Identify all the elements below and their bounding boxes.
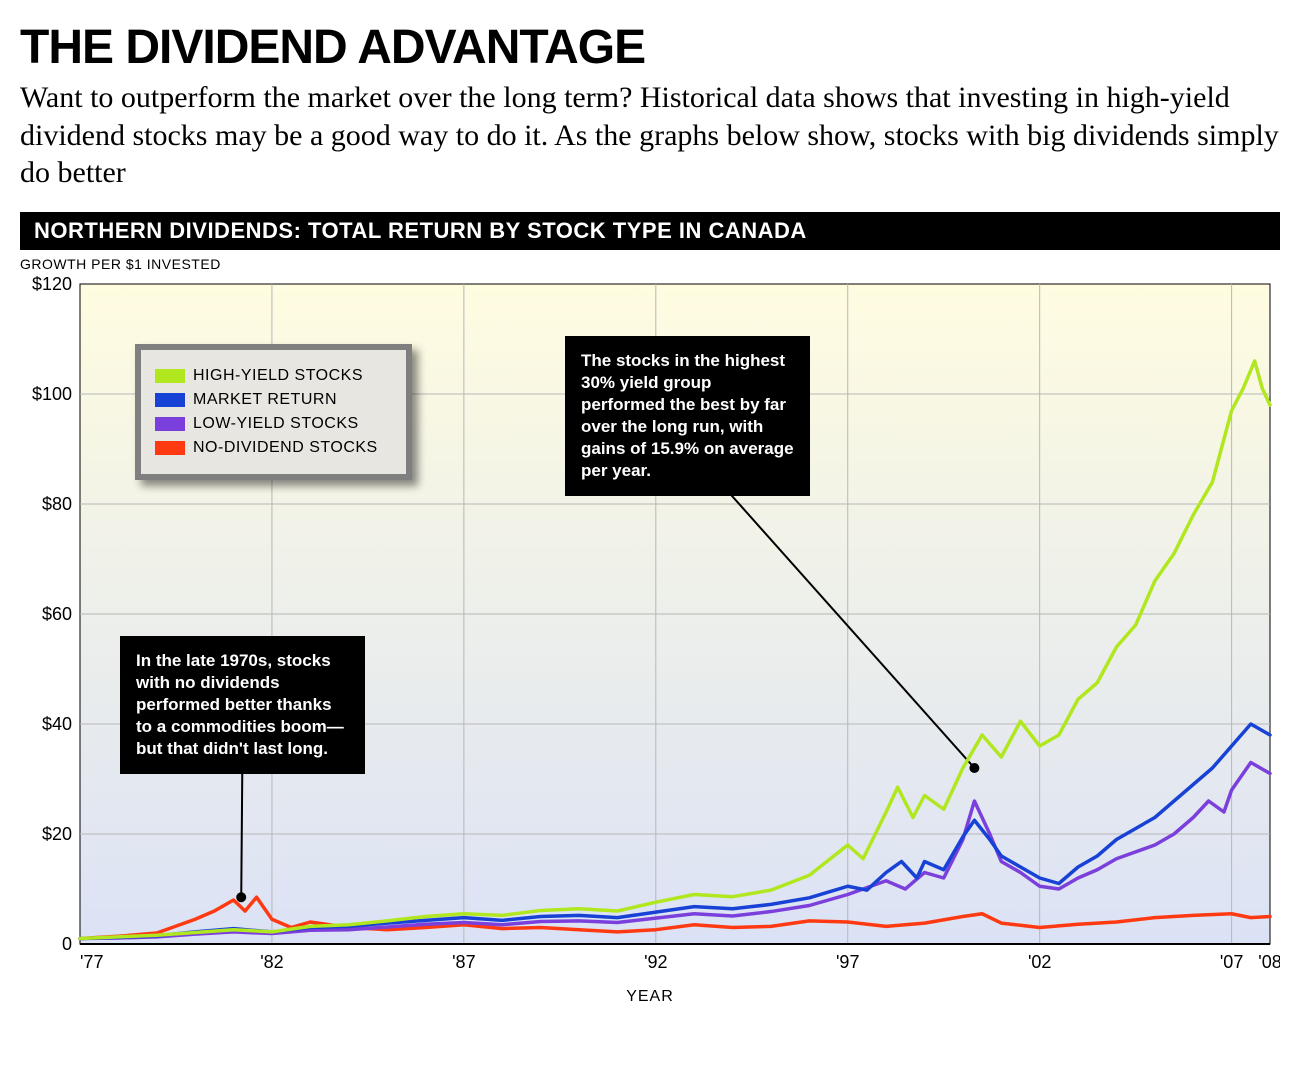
svg-text:'02: '02 xyxy=(1028,952,1051,972)
legend-item: NO-DIVIDEND STOCKS xyxy=(155,436,378,460)
svg-text:$120: $120 xyxy=(32,274,72,294)
x-axis-label: YEAR xyxy=(20,988,1280,1006)
chart-callout: In the late 1970s, stocks with no divide… xyxy=(120,636,365,774)
svg-text:'87: '87 xyxy=(452,952,475,972)
svg-text:0: 0 xyxy=(62,934,72,954)
legend-swatch xyxy=(155,369,185,383)
svg-text:'77: '77 xyxy=(80,952,103,972)
legend-label: HIGH-YIELD STOCKS xyxy=(193,364,363,388)
svg-text:$100: $100 xyxy=(32,384,72,404)
legend-swatch xyxy=(155,393,185,407)
legend-item: LOW-YIELD STOCKS xyxy=(155,412,378,436)
chart-legend: HIGH-YIELD STOCKSMARKET RETURNLOW-YIELD … xyxy=(135,344,412,480)
svg-text:$40: $40 xyxy=(42,714,72,734)
chart-title-bar: NORTHERN DIVIDENDS: TOTAL RETURN BY STOC… xyxy=(20,212,1280,250)
svg-text:$60: $60 xyxy=(42,604,72,624)
legend-label: NO-DIVIDEND STOCKS xyxy=(193,436,378,460)
legend-label: MARKET RETURN xyxy=(193,388,337,412)
svg-text:$20: $20 xyxy=(42,824,72,844)
svg-text:'07: '07 xyxy=(1220,952,1243,972)
legend-item: MARKET RETURN xyxy=(155,388,378,412)
page-subhead: Want to outperform the market over the l… xyxy=(20,79,1280,192)
y-axis-label: GROWTH PER $1 INVESTED xyxy=(20,256,1280,272)
legend-item: HIGH-YIELD STOCKS xyxy=(155,364,378,388)
chart-container: 0 $20 $40 $60 $80 $100 $120 '77 '82 '87 '92 '97 '02 '… xyxy=(20,274,1280,984)
legend-label: LOW-YIELD STOCKS xyxy=(193,412,359,436)
svg-text:'97: '97 xyxy=(836,952,859,972)
svg-text:'82: '82 xyxy=(260,952,283,972)
page-headline: THE DIVIDEND ADVANTAGE xyxy=(20,20,1280,75)
legend-swatch xyxy=(155,441,185,455)
svg-text:'92: '92 xyxy=(644,952,667,972)
svg-text:$80: $80 xyxy=(42,494,72,514)
legend-swatch xyxy=(155,417,185,431)
svg-text:'08: '08 xyxy=(1258,952,1280,972)
chart-callout: The stocks in the highest 30% yield grou… xyxy=(565,336,810,497)
